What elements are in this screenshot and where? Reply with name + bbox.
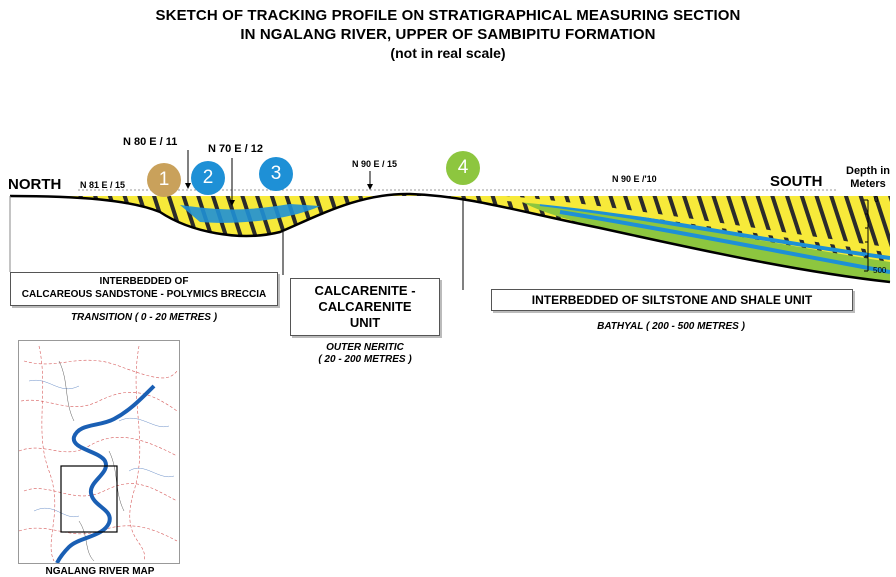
river-map bbox=[18, 340, 180, 564]
station-marker-3: 3 bbox=[259, 157, 293, 191]
unit1-line-1: INTERBEDDED OF bbox=[99, 276, 189, 287]
strike-label-2: N 80 E / 11 bbox=[123, 136, 178, 148]
map-study-area-box bbox=[60, 465, 118, 533]
env2-line-2: ( 20 - 200 METRES ) bbox=[318, 354, 412, 365]
station-marker-2: 2 bbox=[191, 161, 225, 195]
env-label-outer-neritic: OUTER NERITIC ( 20 - 200 METRES ) bbox=[300, 342, 430, 366]
title-line-1: SKETCH OF TRACKING PROFILE ON STRATIGRAP… bbox=[155, 7, 741, 24]
unit-box-transition: INTERBEDDED OF CALCAREOUS SANDSTONE - PO… bbox=[10, 272, 278, 306]
depth-ticks bbox=[864, 199, 868, 272]
station-marker-1: 1 bbox=[147, 163, 181, 197]
unit2-line-2: CALCARENITE bbox=[318, 299, 412, 314]
unit-box-calcarenite: CALCARENITE - CALCARENITE UNIT bbox=[290, 278, 440, 336]
strike-label-5: N 90 E /'10 bbox=[612, 174, 657, 184]
unit-box-siltstone-shale: INTERBEDDED OF SILTSTONE AND SHALE UNIT bbox=[491, 289, 853, 311]
river-map-drawing bbox=[18, 345, 178, 564]
unit2-line-1: CALCARENITE - bbox=[314, 283, 416, 298]
station-marker-4: 4 bbox=[446, 151, 480, 185]
env-label-bathyal: BATHYAL ( 200 - 500 METRES ) bbox=[597, 321, 745, 332]
unit2-line-3: UNIT bbox=[349, 315, 381, 330]
north-label: NORTH bbox=[8, 176, 62, 193]
depth-top-value: 0 bbox=[874, 195, 879, 204]
env2-line-1: OUTER NERITIC bbox=[326, 342, 404, 353]
diagram-title: SKETCH OF TRACKING PROFILE ON STRATIGRAP… bbox=[0, 6, 896, 62]
depth-title-line-2: Meters bbox=[850, 178, 886, 190]
profile-base bbox=[9, 192, 891, 284]
strike-label-3: N 70 E / 12 bbox=[208, 143, 264, 155]
depth-title-line-1: Depth in bbox=[846, 165, 890, 177]
unit1-line-2: CALCAREOUS SANDSTONE - POLYMICS BRECCIA bbox=[21, 289, 267, 300]
title-line-2: IN NGALANG RIVER, UPPER OF SAMBIPITU FOR… bbox=[240, 26, 656, 43]
strike-label-1: N 81 E / 15 bbox=[80, 180, 126, 190]
south-label: SOUTH bbox=[770, 173, 823, 190]
depth-title: Depth in Meters bbox=[842, 165, 894, 191]
strike-label-4: N 90 E / 15 bbox=[352, 159, 398, 169]
map-caption: NGALANG RIVER MAP bbox=[45, 566, 155, 577]
title-line-3: (not in real scale) bbox=[390, 45, 506, 61]
env-label-transition: TRANSITION ( 0 - 20 METRES ) bbox=[70, 312, 218, 323]
depth-bottom-value: 500 bbox=[873, 266, 887, 275]
river-path bbox=[55, 384, 156, 564]
